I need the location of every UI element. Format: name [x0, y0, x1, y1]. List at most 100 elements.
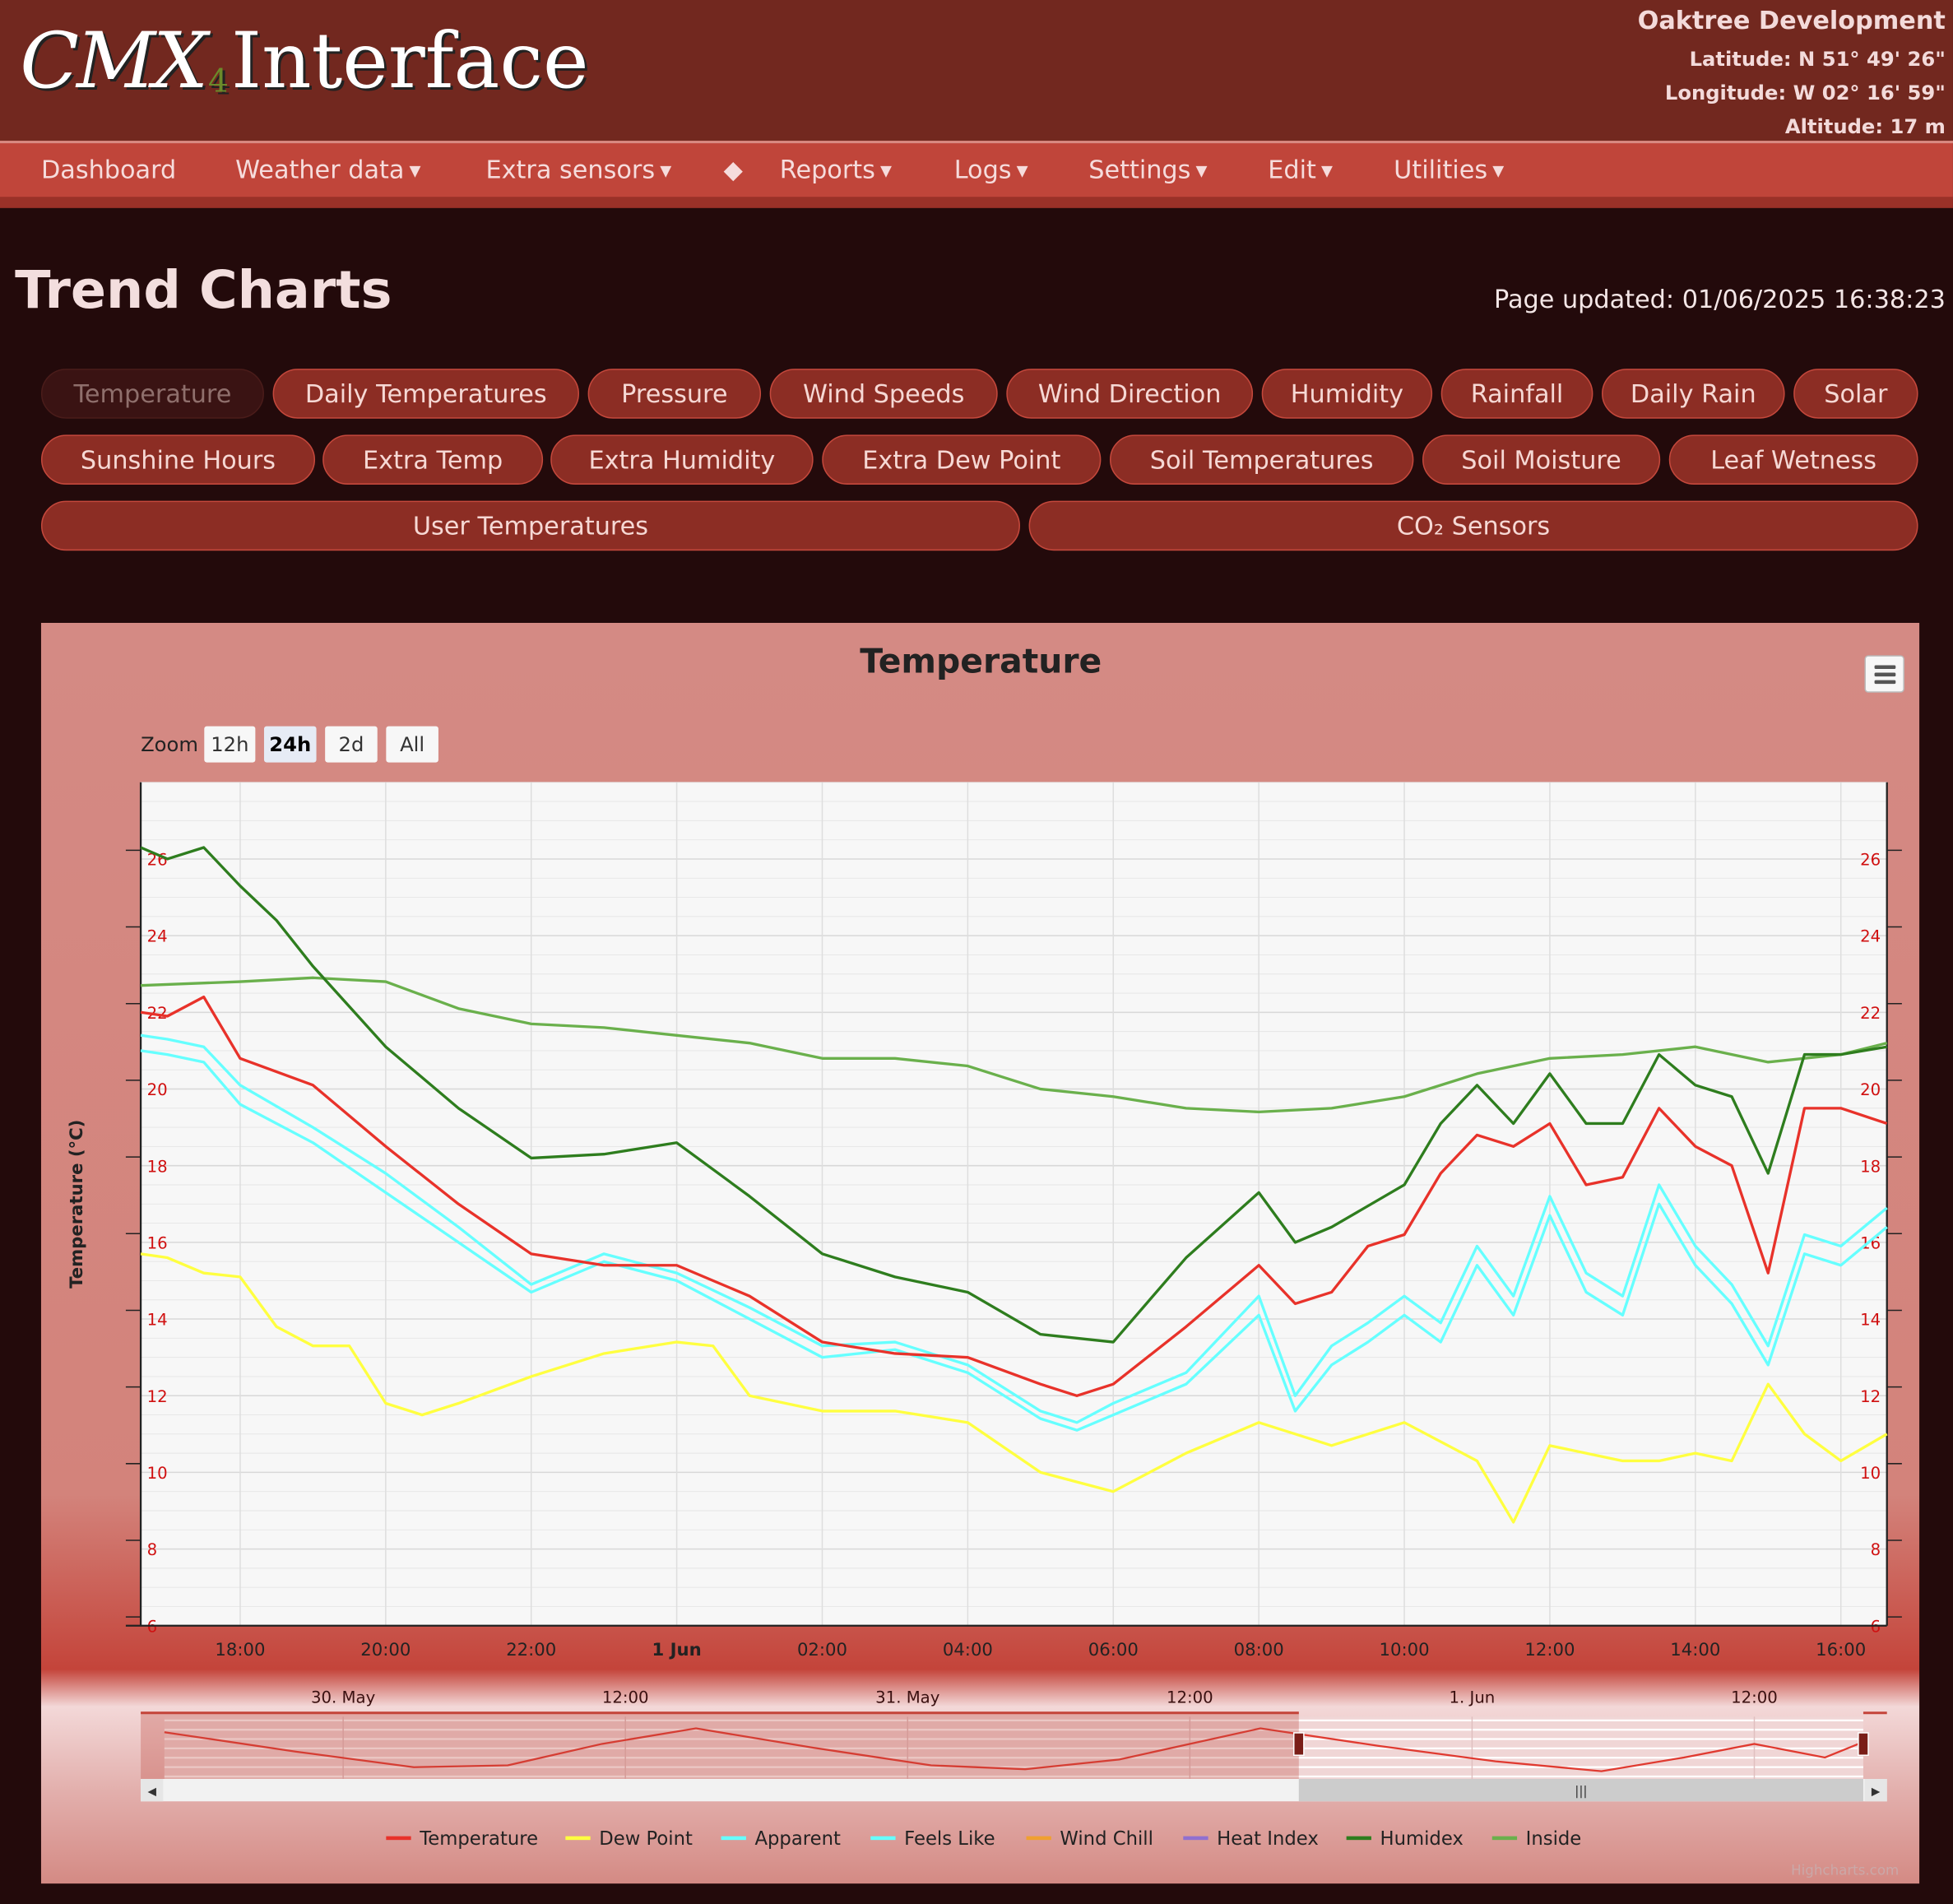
y-tick-label-left: 26 — [147, 851, 168, 870]
caret-down-icon: ▼ — [1492, 161, 1505, 180]
legend-item-feels-like[interactable]: Feels Like — [870, 1827, 995, 1850]
nav-label: Reports — [779, 154, 875, 185]
nav-label: Utilities — [1394, 154, 1488, 185]
y-tick-label-left: 16 — [147, 1233, 168, 1252]
nav-weather-data[interactable]: Weather data ▼ — [235, 155, 420, 184]
legend-swatch — [1346, 1836, 1371, 1841]
series-line-inside[interactable] — [141, 976, 1888, 1114]
nav-reports[interactable]: Reports ▼ — [780, 155, 892, 184]
tab-wind-direction[interactable]: Wind Direction — [1006, 369, 1254, 419]
legend-swatch — [1183, 1836, 1208, 1841]
scrollbar-grip-icon: ||| — [1575, 1784, 1587, 1799]
nav-separator[interactable]: ◆ — [724, 155, 743, 184]
tab-sunshine-hours[interactable]: Sunshine Hours — [40, 434, 316, 485]
series-line-feels-like[interactable] — [140, 1049, 1888, 1432]
logo-text: CMX — [20, 15, 208, 106]
nav-logs[interactable]: Logs ▼ — [954, 155, 1028, 184]
highcharts-credit[interactable]: Highcharts.com — [1791, 1862, 1900, 1879]
zoom-all-button[interactable]: All — [386, 726, 438, 763]
legend-item-dew-point[interactable]: Dew Point — [565, 1827, 693, 1850]
menu-icon — [1874, 672, 1896, 677]
zoom-2d-button[interactable]: 2d — [325, 726, 378, 763]
x-tick-label: 14:00 — [1670, 1639, 1720, 1660]
tab-temperature[interactable]: Temperature — [40, 369, 264, 419]
legend-label: Apparent — [754, 1827, 841, 1851]
tab-daily-temperatures[interactable]: Daily Temperatures — [272, 369, 580, 419]
caret-down-icon: ▼ — [660, 161, 672, 180]
y-axis-title: Temperature (°C) — [66, 1120, 86, 1289]
logo[interactable]: CMX 4Interface — [20, 15, 588, 106]
tab-rainfall[interactable]: Rainfall — [1440, 369, 1593, 419]
navigator-tick-label: 12:00 — [1167, 1688, 1213, 1707]
legend-item-humidex[interactable]: Humidex — [1346, 1827, 1464, 1851]
main-nav: Dashboard Weather data ▼ Extra sensors ▼ ◆ Rep… — [0, 141, 1953, 200]
y-tick-label-right: 24 — [1860, 927, 1881, 946]
tab-solar[interactable]: Solar — [1793, 369, 1918, 419]
scroll-left-button[interactable] — [141, 1778, 164, 1802]
navigator-series-line — [164, 1727, 1864, 1772]
series-line-dew-point[interactable] — [140, 1252, 1888, 1524]
tab-pressure[interactable]: Pressure — [587, 369, 762, 419]
zoom-24h-button[interactable]: 24h — [263, 726, 317, 763]
station-name: Oaktree Development — [1637, 5, 1946, 35]
navigator-mask — [141, 1711, 1299, 1779]
tab-co-sensors[interactable]: CO₂ Sensors — [1028, 500, 1918, 551]
tab-wind-speeds[interactable]: Wind Speeds — [769, 369, 998, 419]
x-tick-label: 06:00 — [1088, 1639, 1139, 1660]
scroll-right-button[interactable] — [1864, 1778, 1887, 1802]
legend-item-heat-index[interactable]: Heat Index — [1183, 1827, 1319, 1850]
legend-item-temperature[interactable]: Temperature — [386, 1827, 538, 1850]
legend-item-wind-chill[interactable]: Wind Chill — [1026, 1827, 1153, 1850]
y-tick-label-left: 8 — [147, 1540, 158, 1559]
nav-utilities[interactable]: Utilities ▼ — [1394, 155, 1504, 184]
legend-label: Temperature — [420, 1827, 539, 1851]
legend-label: Heat Index — [1217, 1827, 1319, 1851]
legend-label: Feels Like — [904, 1827, 995, 1851]
y-tick-label-right: 10 — [1860, 1464, 1881, 1483]
tab-leaf-wetness[interactable]: Leaf Wetness — [1668, 434, 1918, 485]
y-tick-label-right: 8 — [1871, 1540, 1881, 1559]
y-tick-label-right: 18 — [1860, 1157, 1881, 1176]
navigator-handle-left[interactable] — [1292, 1732, 1305, 1756]
nav-extra-sensors[interactable]: Extra sensors ▼ — [485, 155, 671, 184]
y-tick-label-right: 22 — [1860, 1004, 1881, 1023]
navigator-tick-label: 1. Jun — [1450, 1688, 1496, 1707]
tab-user-temperatures[interactable]: User Temperatures — [40, 500, 1020, 551]
tab-soil-temperatures[interactable]: Soil Temperatures — [1109, 434, 1414, 485]
caret-down-icon: ▼ — [1195, 161, 1208, 180]
scrollbar-thumb[interactable] — [1298, 1778, 1863, 1802]
series-line-temperature[interactable] — [140, 995, 1888, 1397]
navigator-tick-label: 12:00 — [602, 1688, 649, 1707]
nav-edit[interactable]: Edit ▼ — [1268, 155, 1333, 184]
zoom-12h-button[interactable]: 12h — [204, 726, 256, 763]
y-tick-label-left: 14 — [147, 1311, 168, 1330]
series-line-apparent[interactable] — [140, 1033, 1888, 1424]
zoom-label: Zoom — [141, 732, 198, 756]
tab-daily-rain[interactable]: Daily Rain — [1602, 369, 1785, 419]
series-line-humidex[interactable] — [140, 846, 1887, 1344]
legend-item-apparent[interactable]: Apparent — [721, 1827, 841, 1850]
x-tick-label: 12:00 — [1524, 1639, 1575, 1660]
nav-label: Extra sensors — [485, 154, 656, 185]
nav-settings[interactable]: Settings ▼ — [1088, 155, 1207, 184]
y-tick-label-right: 20 — [1860, 1080, 1881, 1099]
y-tick-label-left: 24 — [147, 927, 168, 946]
legend-item-inside[interactable]: Inside — [1491, 1827, 1581, 1850]
nav-dashboard[interactable]: Dashboard — [41, 155, 176, 184]
y-tick-label-left: 18 — [147, 1157, 168, 1176]
y-tick-label-right: 12 — [1860, 1387, 1881, 1406]
tab-extra-humidity[interactable]: Extra Humidity — [550, 434, 814, 485]
legend-label: Humidex — [1380, 1827, 1464, 1851]
legend-swatch — [565, 1836, 591, 1841]
caret-down-icon: ▼ — [1016, 161, 1028, 180]
tab-soil-moisture[interactable]: Soil Moisture — [1422, 434, 1661, 485]
navigator-handle-right[interactable] — [1858, 1732, 1869, 1756]
navigator-tick-label: 31. May — [875, 1688, 940, 1707]
tab-humidity[interactable]: Humidity — [1261, 369, 1433, 419]
chart-menu-button[interactable] — [1864, 655, 1904, 693]
tab-extra-dew-point[interactable]: Extra Dew Point — [822, 434, 1102, 485]
y-tick-label-right: 14 — [1860, 1311, 1881, 1330]
tab-extra-temp[interactable]: Extra Temp — [322, 434, 544, 485]
legend-swatch — [386, 1836, 411, 1841]
